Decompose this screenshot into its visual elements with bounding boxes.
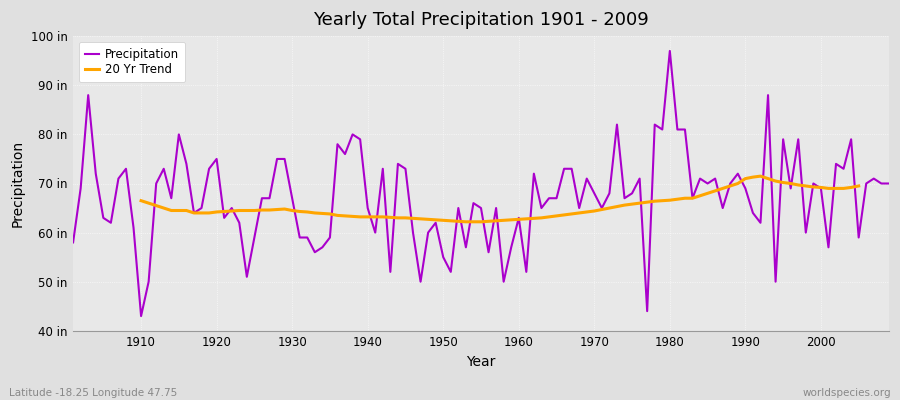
Precipitation [664, 48, 675, 53]
Precipitation [347, 132, 358, 137]
X-axis label: Year: Year [466, 355, 496, 369]
20 Yr Trend [808, 184, 819, 189]
20 Yr Trend [755, 174, 766, 178]
Precipitation [136, 314, 147, 318]
20 Yr Trend [461, 219, 472, 224]
Precipitation [68, 240, 78, 245]
Text: Latitude -18.25 Longitude 47.75: Latitude -18.25 Longitude 47.75 [9, 388, 177, 398]
Precipitation [128, 225, 139, 230]
Line: 20 Yr Trend: 20 Yr Trend [141, 176, 859, 222]
Precipitation [513, 216, 524, 220]
20 Yr Trend [339, 214, 350, 218]
Precipitation [612, 122, 623, 127]
20 Yr Trend [506, 218, 517, 222]
20 Yr Trend [446, 218, 456, 223]
Title: Yearly Total Precipitation 1901 - 2009: Yearly Total Precipitation 1901 - 2009 [313, 11, 649, 29]
Precipitation [521, 270, 532, 274]
20 Yr Trend [853, 184, 864, 188]
Legend: Precipitation, 20 Yr Trend: Precipitation, 20 Yr Trend [79, 42, 185, 82]
20 Yr Trend [136, 198, 147, 203]
20 Yr Trend [528, 216, 539, 221]
Precipitation [302, 235, 312, 240]
Precipitation [884, 181, 895, 186]
Line: Precipitation: Precipitation [73, 51, 889, 316]
20 Yr Trend [234, 208, 245, 213]
Text: worldspecies.org: worldspecies.org [803, 388, 891, 398]
Y-axis label: Precipitation: Precipitation [11, 140, 25, 227]
